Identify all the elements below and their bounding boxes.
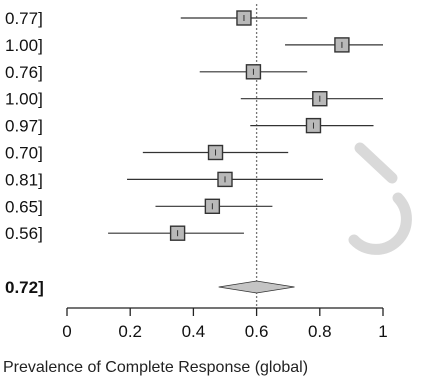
x-axis-title: Prevalence of Complete Response (global) — [3, 359, 308, 376]
study-row: 0.77] — [5, 9, 308, 28]
x-tick-label: 0.6 — [245, 322, 269, 341]
pooled-upper-ci-label: 0.72] — [5, 278, 44, 297]
study-row: 0.81] — [5, 170, 323, 189]
x-tick-label: 0.4 — [182, 322, 206, 341]
study-row: 0.70] — [5, 144, 289, 163]
study-row: 1.00] — [5, 36, 383, 55]
study-upper-ci-label: 0.56] — [5, 224, 43, 243]
study-upper-ci-label: 0.70] — [5, 144, 43, 163]
study-row: 0.97] — [5, 117, 374, 136]
x-tick-label: 0.8 — [308, 322, 332, 341]
study-row: 1.00] — [5, 90, 383, 109]
study-row: 0.65] — [5, 197, 273, 216]
study-row: 0.56] — [5, 224, 244, 243]
x-tick-label: 0 — [62, 322, 71, 341]
x-axis-ticks: 0 0.2 0.4 0.6 0.8 1 — [62, 308, 388, 341]
study-upper-ci-label: 1.00] — [5, 90, 43, 109]
pooled-diamond — [218, 280, 295, 294]
study-row: 0.76] — [5, 63, 308, 82]
study-upper-ci-label: 0.76] — [5, 63, 43, 82]
study-upper-ci-label: 0.97] — [5, 117, 43, 136]
pooled-estimate: 0.72] — [5, 278, 295, 297]
x-tick-label: 0.2 — [118, 322, 142, 341]
x-tick-label: 1 — [378, 322, 387, 341]
study-upper-ci-label: 0.81] — [5, 170, 43, 189]
study-upper-ci-label: 1.00] — [5, 36, 43, 55]
study-upper-ci-label: 0.65] — [5, 197, 43, 216]
study-rows: 0.77] 1.00] 0.76] 1.00] 0.97] 0.70] 0.81] 0.65]… — [5, 9, 383, 243]
study-upper-ci-label: 0.77] — [5, 9, 43, 28]
